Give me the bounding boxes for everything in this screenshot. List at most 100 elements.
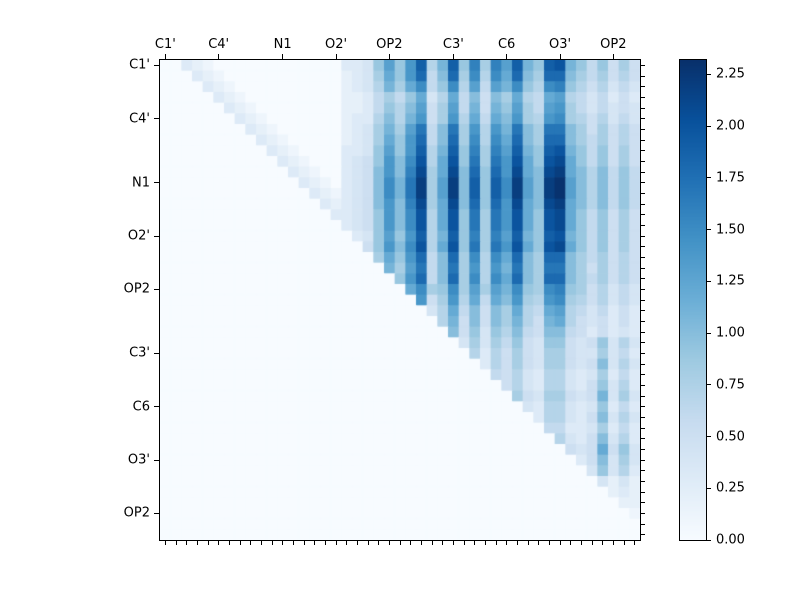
tick-mark	[591, 541, 593, 545]
tick-mark	[641, 342, 645, 344]
y-tick-label: O2'	[127, 228, 150, 244]
tick-mark	[641, 523, 645, 525]
tick-mark	[707, 384, 711, 386]
tick-mark	[707, 229, 711, 231]
tick-mark	[634, 541, 636, 545]
tick-mark	[641, 64, 645, 66]
tick-mark	[612, 541, 614, 545]
tick-mark	[559, 54, 561, 59]
tick-mark	[641, 512, 645, 514]
tick-mark	[641, 118, 645, 120]
tick-mark	[641, 246, 645, 248]
tick-mark	[388, 54, 390, 59]
colorbar-tick-label: 1.75	[716, 170, 745, 186]
tick-mark	[623, 541, 625, 545]
tick-mark	[218, 54, 220, 59]
tick-mark	[641, 416, 645, 418]
y-tick-label: C3'	[129, 345, 150, 361]
tick-mark	[154, 512, 159, 514]
tick-mark	[612, 54, 614, 59]
tick-mark	[250, 541, 252, 545]
tick-mark	[641, 171, 645, 173]
tick-mark	[641, 491, 645, 493]
x-tick-label: C1'	[154, 37, 176, 52]
tick-mark	[516, 541, 518, 545]
tick-mark	[399, 541, 401, 545]
tick-mark	[641, 107, 645, 109]
tick-mark	[164, 54, 166, 59]
tick-mark	[641, 192, 645, 194]
tick-mark	[186, 541, 188, 545]
tick-mark	[641, 363, 645, 365]
tick-mark	[641, 331, 645, 333]
tick-mark	[239, 541, 241, 545]
x-tick-label: C3'	[442, 37, 464, 52]
tick-mark	[378, 541, 380, 545]
x-tick-label: C4'	[208, 37, 230, 52]
tick-mark	[641, 502, 645, 504]
y-tick-label: C6	[132, 399, 150, 415]
tick-mark	[641, 395, 645, 397]
colorbar-tick-label: 0.75	[716, 377, 745, 393]
tick-mark	[282, 541, 284, 545]
tick-mark	[707, 539, 711, 541]
colorbar-tick-label: 2.00	[716, 118, 745, 134]
colorbar-tick-label: 1.00	[716, 325, 745, 341]
x-tick-label: O2'	[324, 37, 348, 52]
tick-mark	[641, 459, 645, 461]
x-tick-label: OP2	[600, 37, 627, 52]
colorbar-tick-label: 2.25	[716, 66, 745, 82]
tick-mark	[641, 438, 645, 440]
y-tick-label: C1'	[129, 57, 150, 73]
tick-mark	[641, 384, 645, 386]
tick-mark	[452, 541, 454, 545]
tick-mark	[452, 54, 454, 59]
tick-mark	[495, 541, 497, 545]
tick-mark	[420, 541, 422, 545]
tick-mark	[164, 541, 166, 545]
tick-mark	[707, 436, 711, 438]
tick-mark	[154, 406, 159, 408]
tick-mark	[641, 139, 645, 141]
tick-mark	[641, 448, 645, 450]
x-tick-label: N1	[273, 37, 292, 52]
tick-mark	[506, 54, 508, 59]
tick-mark	[641, 235, 645, 237]
tick-mark	[356, 541, 358, 545]
heatmap-canvas	[160, 60, 640, 540]
tick-mark	[282, 54, 284, 59]
tick-mark	[154, 182, 159, 184]
tick-mark	[641, 203, 645, 205]
colorbar-canvas	[680, 60, 706, 540]
tick-mark	[335, 541, 337, 545]
tick-mark	[324, 541, 326, 545]
tick-mark	[154, 288, 159, 290]
tick-mark	[641, 534, 645, 536]
tick-mark	[314, 541, 316, 545]
tick-mark	[641, 480, 645, 482]
tick-mark	[641, 352, 645, 354]
tick-mark	[207, 541, 209, 545]
tick-mark	[707, 177, 711, 179]
y-tick-label: O3'	[127, 452, 150, 468]
x-tick-label: O3'	[548, 37, 572, 52]
heatmap-plot	[159, 59, 641, 541]
tick-mark	[641, 299, 645, 301]
tick-mark	[641, 406, 645, 408]
tick-mark	[641, 75, 645, 77]
tick-mark	[175, 541, 177, 545]
y-tick-label: OP2	[123, 505, 150, 521]
tick-mark	[346, 541, 348, 545]
tick-mark	[228, 541, 230, 545]
tick-mark	[292, 541, 294, 545]
tick-mark	[218, 541, 220, 545]
tick-mark	[335, 54, 337, 59]
tick-mark	[196, 541, 198, 545]
tick-mark	[154, 64, 159, 66]
tick-mark	[154, 118, 159, 120]
tick-mark	[641, 288, 645, 290]
tick-mark	[707, 125, 711, 127]
tick-mark	[474, 541, 476, 545]
colorbar	[679, 59, 707, 541]
tick-mark	[154, 459, 159, 461]
